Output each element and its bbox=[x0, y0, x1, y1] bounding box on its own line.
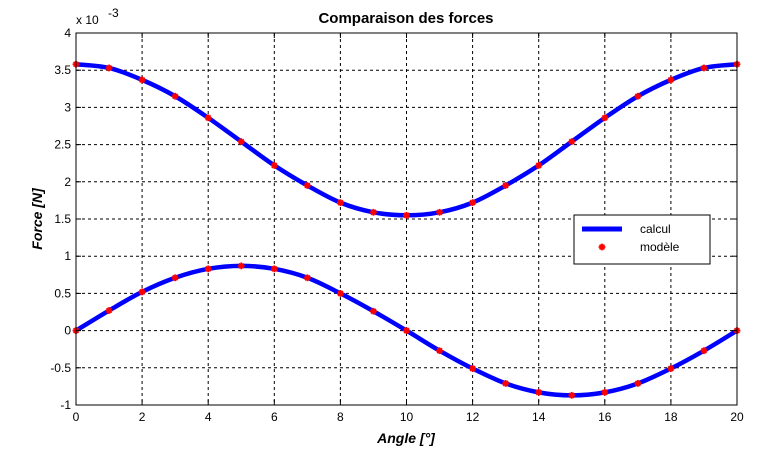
data-point-modele bbox=[634, 92, 642, 100]
x-tick-label: 14 bbox=[532, 410, 546, 424]
data-point-modele bbox=[105, 64, 113, 72]
legend: calcul modèle bbox=[573, 214, 711, 265]
data-point-modele bbox=[337, 199, 344, 207]
data-point-modele bbox=[436, 208, 443, 216]
data-point-modele bbox=[303, 274, 311, 282]
x-tick-label: 6 bbox=[271, 410, 278, 424]
data-point-modele bbox=[700, 64, 708, 72]
y-tick-label: 2 bbox=[64, 175, 71, 189]
y-tick-label: -0.5 bbox=[50, 361, 71, 375]
x-tick-label: 0 bbox=[73, 410, 80, 424]
data-point-modele bbox=[138, 76, 146, 84]
data-point-modele bbox=[370, 208, 377, 216]
y-axis-label: Force [N] bbox=[29, 187, 45, 250]
y-tick-label: 2.5 bbox=[54, 138, 71, 152]
data-point-modele bbox=[270, 162, 278, 169]
x-tick-label: 10 bbox=[400, 410, 414, 424]
y-tick-label: 1 bbox=[64, 249, 71, 263]
x-tick-label: 2 bbox=[139, 410, 146, 424]
y-tick-label: 3.5 bbox=[54, 63, 71, 77]
y-tick-label: -1 bbox=[60, 398, 71, 412]
tick-labels: 0 2 4 6 8 10 12 14 16 18 20 -1 -0.5 0 0.5 1 1.5 2 2.5 3 3.5 4 bbox=[50, 26, 744, 424]
x-tick-label: 4 bbox=[205, 410, 212, 424]
chart-title: Comparaison des forces bbox=[318, 10, 493, 27]
exponent-label: x 10 bbox=[76, 13, 99, 27]
data-point-modele bbox=[436, 347, 443, 355]
x-tick-label: 12 bbox=[466, 410, 480, 424]
x-axis-label: Angle [°] bbox=[376, 430, 436, 446]
y-tick-label: 1.5 bbox=[54, 212, 71, 226]
data-point-modele bbox=[469, 365, 476, 372]
data-point-modele bbox=[171, 274, 179, 282]
data-point-modele bbox=[634, 380, 642, 387]
data-point-modele bbox=[337, 290, 344, 297]
data-point-modele bbox=[469, 199, 476, 207]
exponent-power: -3 bbox=[108, 6, 119, 20]
legend-swatch-modele bbox=[598, 243, 606, 251]
data-point-modele bbox=[502, 380, 510, 387]
data-point-modele bbox=[667, 76, 675, 84]
axes bbox=[75, 32, 738, 406]
data-point-modele bbox=[370, 307, 377, 315]
legend-marker-star bbox=[598, 243, 606, 251]
y-tick-label: 0.5 bbox=[54, 286, 71, 300]
y-tick-label: 4 bbox=[64, 26, 71, 40]
markers bbox=[72, 60, 741, 399]
data-point-modele bbox=[568, 391, 576, 399]
legend-label-modele: modèle bbox=[640, 240, 680, 254]
data-point-modele bbox=[601, 388, 609, 396]
data-point-modele bbox=[601, 114, 609, 122]
x-tick-label: 20 bbox=[730, 410, 744, 424]
y-tick-label: 3 bbox=[64, 100, 71, 114]
data-point-modele bbox=[535, 388, 543, 396]
data-point-modele bbox=[403, 211, 410, 219]
data-point-modele bbox=[171, 92, 179, 100]
legend-box bbox=[573, 214, 711, 265]
data-point-modele bbox=[303, 182, 311, 189]
y-tick-label: 0 bbox=[64, 324, 71, 338]
data-point-modele bbox=[204, 114, 212, 122]
data-point-modele bbox=[502, 182, 510, 189]
data-point-modele bbox=[270, 265, 278, 273]
x-tick-label: 18 bbox=[664, 410, 678, 424]
data-point-modele bbox=[568, 138, 576, 146]
legend-label-calcul: calcul bbox=[640, 222, 671, 236]
data-point-modele bbox=[105, 307, 113, 314]
data-point-modele bbox=[138, 288, 146, 296]
data-point-modele bbox=[667, 365, 675, 372]
data-point-modele bbox=[700, 347, 708, 355]
data-point-modele bbox=[403, 327, 410, 334]
data-point-modele bbox=[204, 265, 212, 273]
data-point-modele bbox=[237, 138, 245, 146]
x-tick-label: 16 bbox=[598, 410, 612, 424]
data-point-modele bbox=[237, 262, 245, 270]
series-line-calcul-1 bbox=[75, 62, 738, 218]
x-tick-label: 8 bbox=[337, 410, 344, 424]
data-point-modele bbox=[535, 162, 543, 169]
